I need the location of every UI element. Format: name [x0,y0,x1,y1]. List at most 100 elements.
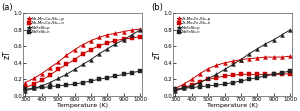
Legend: Nb₄Mn₄Co₄Sb₁₂-p, Nb₄Mn₄Co₄Sb₁₂-n, NbFeSb-p, NbFeSb-n: Nb₄Mn₄Co₄Sb₁₂-p, Nb₄Mn₄Co₄Sb₁₂-n, NbFeSb… [26,16,65,35]
Nb₄Mn₄Co₄Sb₁₂-n [40,79,44,81]
Zr₂Mo₂Fe₄Sb₈-n [288,73,292,74]
X-axis label: Temperature (K): Temperature (K) [57,103,108,108]
NbFeSb-n [114,75,117,77]
NbFeSb-p [122,39,125,41]
NbFeSb-n [24,88,27,90]
Line: Nb₄Mn₄Co₄Sb₁₂-n: Nb₄Mn₄Co₄Sb₁₂-n [23,35,142,89]
Zr₂Mo₂Fe₄Sb₈-n [214,77,218,78]
Zr₂Mo₂Fe₄Sb₈-n [247,74,251,75]
NbFeSb-p [206,78,210,79]
Zr₂Mo₂Fe₄Sb₈-n [198,81,202,82]
Nb₄Mn₄Co₄Sb₁₂-n [89,49,93,50]
NbFeSb-p [214,74,218,75]
Zr₂Mo₂Fe₄Sb₈-p [223,62,226,63]
Y-axis label: zT: zT [153,50,162,59]
Text: (b): (b) [152,3,164,12]
NbFeSb-n [198,86,202,87]
NbFeSb-p [56,78,60,79]
NbFeSb-p [182,88,185,89]
NbFeSb-n [56,85,60,86]
NbFeSb-p [272,39,275,41]
NbFeSb-n [130,72,134,73]
NbFeSb-p [40,85,44,86]
Line: Nb₄Mn₄Co₄Sb₁₂-p: Nb₄Mn₄Co₄Sb₁₂-p [23,27,142,84]
Nb₄Mn₄Co₄Sb₁₂-n [114,40,117,41]
NbFeSb-n [138,70,142,72]
Zr₂Mo₂Fe₄Sb₈-n [239,74,243,75]
Nb₄Mn₄Co₄Sb₁₂-p [138,28,142,30]
NbFeSb-n [280,72,284,73]
Text: (a): (a) [2,3,13,12]
Line: Zr₂Mo₂Fe₄Sb₈-p: Zr₂Mo₂Fe₄Sb₈-p [173,54,292,90]
NbFeSb-p [81,64,85,65]
NbFeSb-p [174,90,177,91]
Y-axis label: zT: zT [3,50,12,59]
Line: NbFeSb-n: NbFeSb-n [173,69,292,91]
Line: NbFeSb-n: NbFeSb-n [23,69,142,91]
NbFeSb-n [32,88,35,89]
Nb₄Mn₄Co₄Sb₁₂-p [81,44,85,45]
NbFeSb-p [198,82,202,83]
NbFeSb-p [97,53,101,55]
Zr₂Mo₂Fe₄Sb₈-n [264,74,267,75]
NbFeSb-p [48,82,52,83]
Zr₂Mo₂Fe₄Sb₈-n [280,74,284,75]
Line: Zr₂Mo₂Fe₄Sb₈-n: Zr₂Mo₂Fe₄Sb₈-n [173,72,292,92]
Nb₄Mn₄Co₄Sb₁₂-p [106,34,109,36]
Legend: Zr₂Mo₂Fe₄Sb₈-p, Zr₂Mo₂Fe₄Sb₈-n, NbFeSb-p, NbFeSb-n: Zr₂Mo₂Fe₄Sb₈-p, Zr₂Mo₂Fe₄Sb₈-n, NbFeSb-p… [176,16,212,35]
NbFeSb-n [247,79,251,80]
NbFeSb-n [97,79,101,80]
Zr₂Mo₂Fe₄Sb₈-p [264,56,267,58]
NbFeSb-n [206,85,210,86]
Zr₂Mo₂Fe₄Sb₈-p [272,56,275,58]
Zr₂Mo₂Fe₄Sb₈-p [288,56,292,57]
NbFeSb-p [106,48,109,50]
Nb₄Mn₄Co₄Sb₁₂-n [81,53,85,55]
Zr₂Mo₂Fe₄Sb₈-p [206,68,210,69]
NbFeSb-p [280,34,284,36]
Zr₂Mo₂Fe₄Sb₈-p [174,88,177,89]
Nb₄Mn₄Co₄Sb₁₂-n [138,36,142,37]
Zr₂Mo₂Fe₄Sb₈-n [223,75,226,77]
Zr₂Mo₂Fe₄Sb₈-n [206,79,210,80]
Nb₄Mn₄Co₄Sb₁₂-p [48,67,52,68]
Zr₂Mo₂Fe₄Sb₈-p [256,57,259,59]
Zr₂Mo₂Fe₄Sb₈-n [190,84,194,86]
NbFeSb-n [64,84,68,86]
Zr₂Mo₂Fe₄Sb₈-p [198,73,202,74]
NbFeSb-p [32,88,35,89]
NbFeSb-p [247,53,251,55]
NbFeSb-p [231,64,235,65]
Zr₂Mo₂Fe₄Sb₈-p [239,59,243,60]
NbFeSb-n [40,87,44,88]
Zr₂Mo₂Fe₄Sb₈-p [190,79,194,80]
Nb₄Mn₄Co₄Sb₁₂-n [56,69,60,70]
NbFeSb-p [64,74,68,75]
NbFeSb-n [264,75,267,77]
Line: NbFeSb-p: NbFeSb-p [23,28,142,93]
NbFeSb-n [106,77,109,78]
NbFeSb-n [190,87,194,88]
NbFeSb-n [272,74,275,75]
Nb₄Mn₄Co₄Sb₁₂-p [130,29,134,31]
Zr₂Mo₂Fe₄Sb₈-p [214,65,218,66]
NbFeSb-n [174,88,177,90]
NbFeSb-n [81,82,85,83]
Nb₄Mn₄Co₄Sb₁₂-n [73,59,76,60]
NbFeSb-n [122,74,125,75]
Nb₄Mn₄Co₄Sb₁₂-p [24,82,27,83]
Nb₄Mn₄Co₄Sb₁₂-p [97,37,101,38]
NbFeSb-n [223,84,226,85]
Nb₄Mn₄Co₄Sb₁₂-n [97,45,101,46]
Line: NbFeSb-p: NbFeSb-p [173,28,292,93]
Nb₄Mn₄Co₄Sb₁₂-p [40,73,44,74]
NbFeSb-n [214,84,218,86]
NbFeSb-n [256,77,259,78]
NbFeSb-p [130,34,134,36]
Zr₂Mo₂Fe₄Sb₈-p [247,58,251,59]
NbFeSb-p [190,85,194,86]
NbFeSb-n [239,80,243,82]
Zr₂Mo₂Fe₄Sb₈-n [256,74,259,75]
NbFeSb-p [73,69,76,70]
NbFeSb-p [138,29,142,31]
